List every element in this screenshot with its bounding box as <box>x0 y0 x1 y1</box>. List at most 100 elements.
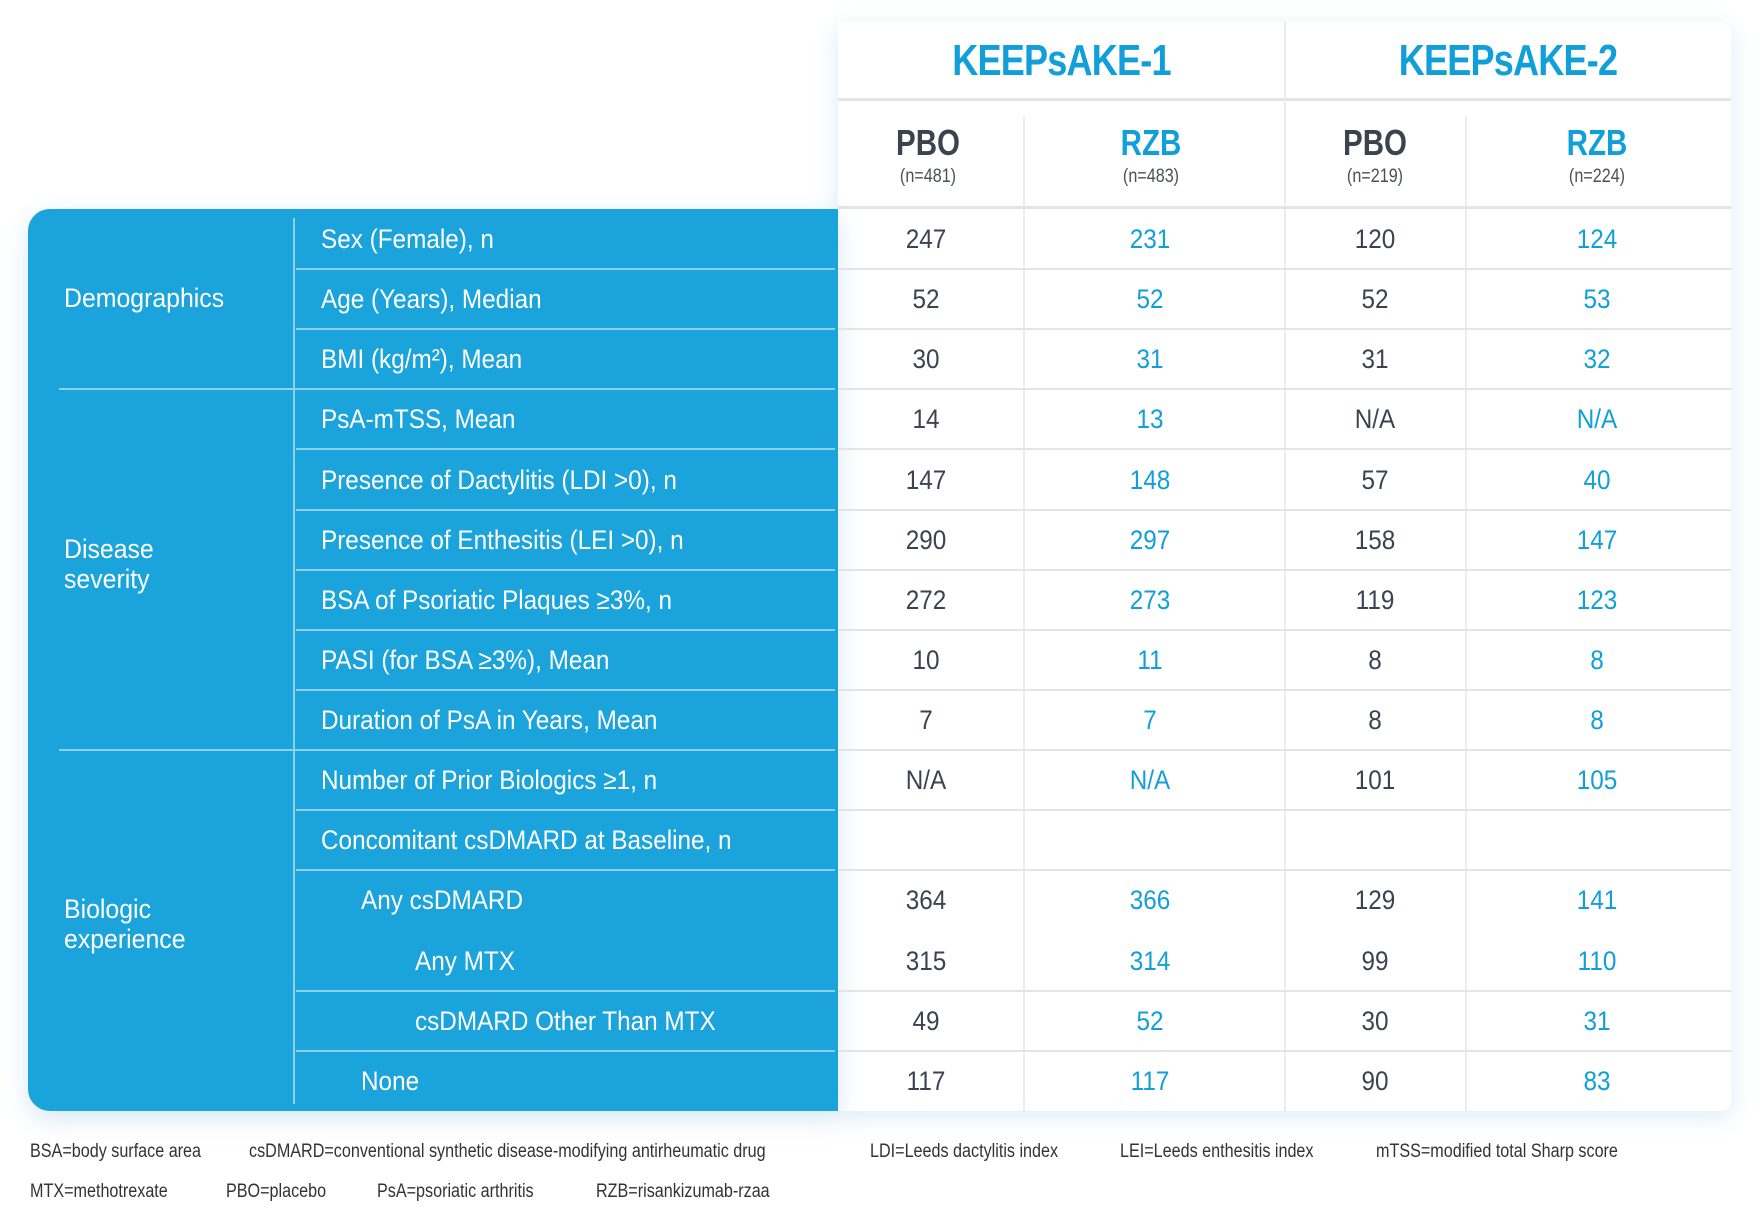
cell-rzb: 52 <box>1136 284 1164 315</box>
group-label-biologic-experience: Biologic experience <box>64 894 186 954</box>
table-row: None 117 117 90 83 <box>0 1051 1760 1111</box>
row-label: PASI (for BSA ≥3%), Mean <box>321 644 610 675</box>
row-label: Any MTX <box>415 945 515 976</box>
cell-rzb: 7 <box>1143 705 1157 736</box>
cell-pbo: 120 <box>1354 224 1396 254</box>
divider <box>838 206 1731 209</box>
row-divider <box>838 628 1731 631</box>
table-row: Duration of PsA in Years, Mean 7 7 8 8 <box>0 690 1760 752</box>
row-divider <box>838 809 1731 812</box>
cell-rzb: 8 <box>1590 705 1604 736</box>
cell-pbo: 101 <box>1354 765 1396 796</box>
cell-rzb: 117 <box>1130 1065 1170 1096</box>
cell-pbo: 247 <box>905 224 947 254</box>
row-label: Age (Years), Median <box>321 284 542 315</box>
table-row: PASI (for BSA ≥3%), Mean 10 11 8 8 <box>0 630 1760 691</box>
arm-n: (n=219) <box>1346 166 1404 187</box>
characteristics-panel <box>28 209 838 1111</box>
study-header-keepsake-2: KEEPsAKE-2 <box>1398 35 1618 85</box>
row-divider <box>59 749 835 752</box>
cell-rzb: 297 <box>1129 524 1171 555</box>
footnote: LEI=Leeds enthesitis index <box>1120 1141 1314 1162</box>
row-divider <box>838 989 1731 992</box>
cell-rzb: 83 <box>1583 1065 1611 1096</box>
divider <box>1023 116 1025 1111</box>
footnote: csDMARD=conventional synthetic disease-m… <box>249 1141 766 1162</box>
row-divider <box>838 508 1731 511</box>
row-divider <box>296 869 835 872</box>
row-divider <box>296 568 835 571</box>
row-label: Duration of PsA in Years, Mean <box>321 705 658 736</box>
cell-rzb: N/A <box>1576 404 1618 435</box>
cell-rzb: 40 <box>1583 464 1611 495</box>
cell-pbo: N/A <box>1354 404 1396 435</box>
row-divider <box>838 448 1731 451</box>
cell-pbo: 8 <box>1368 705 1382 736</box>
cell-pbo <box>1303 810 1447 870</box>
footnote: LDI=Leeds dactylitis index <box>870 1141 1059 1162</box>
cell-rzb: 273 <box>1129 584 1171 615</box>
table-row: Concomitant csDMARD at Baseline, n <box>0 810 1760 872</box>
arm-n: (n=224) <box>1568 166 1626 187</box>
row-divider <box>838 688 1731 691</box>
cell-pbo: 52 <box>1361 284 1389 315</box>
cell-pbo <box>854 810 998 870</box>
arm-label: PBO <box>1343 122 1407 163</box>
arm-header-pbo-1: PBO (n=481) <box>838 122 1018 188</box>
panel-divider <box>293 218 295 1104</box>
row-label: PsA-mTSS, Mean <box>321 404 516 435</box>
row-divider <box>838 1049 1731 1052</box>
cell-rzb: 31 <box>1583 1005 1611 1036</box>
cell-rzb: 314 <box>1129 945 1171 976</box>
row-divider <box>838 268 1731 270</box>
cell-rzb: 148 <box>1129 464 1171 495</box>
cell-pbo: N/A <box>905 765 947 796</box>
row-divider <box>838 869 1731 872</box>
row-divider <box>296 328 835 331</box>
arm-header-rzb-1: RZB (n=483) <box>1061 122 1241 188</box>
cell-pbo: 99 <box>1361 945 1389 976</box>
row-label: BSA of Psoriatic Plaques ≥3%, n <box>321 584 673 615</box>
cell-rzb: N/A <box>1129 765 1171 796</box>
footnote: PBO=placebo <box>226 1181 327 1202</box>
arm-n: (n=483) <box>1122 166 1180 187</box>
row-divider <box>838 328 1731 331</box>
row-label: Presence of Dactylitis (LDI >0), n <box>321 464 677 495</box>
cell-pbo: 315 <box>905 945 947 976</box>
row-divider <box>838 749 1731 752</box>
divider <box>1465 116 1467 1111</box>
footnote: MTX=methotrexate <box>30 1181 168 1202</box>
cell-rzb: 52 <box>1136 1005 1164 1036</box>
cell-rzb: 123 <box>1576 584 1618 615</box>
row-label: Presence of Enthesitis (LEI >0), n <box>321 524 684 555</box>
cell-pbo: 30 <box>912 344 940 375</box>
cell-pbo: 52 <box>912 284 940 315</box>
study-header-keepsake-1: KEEPsAKE-1 <box>952 35 1171 85</box>
table-row: BMI (kg/m²), Mean 30 31 31 32 <box>0 329 1760 391</box>
cell-pbo: 10 <box>912 644 940 675</box>
cell-rzb: 105 <box>1576 765 1618 796</box>
cell-rzb: 110 <box>1577 945 1617 976</box>
cell-pbo: 7 <box>919 705 933 736</box>
cell-pbo: 49 <box>912 1005 940 1036</box>
row-divider <box>296 628 835 631</box>
footnote: mTSS=modified total Sharp score <box>1376 1141 1618 1162</box>
row-divider <box>296 268 835 270</box>
row-label: None <box>361 1065 420 1096</box>
cell-pbo: 129 <box>1354 885 1396 916</box>
cell-rzb: 13 <box>1136 404 1164 435</box>
cell-pbo: 117 <box>906 1065 946 1096</box>
cell-pbo: 290 <box>905 524 947 555</box>
row-divider <box>296 688 835 691</box>
row-label: Concomitant csDMARD at Baseline, n <box>321 825 732 856</box>
table-row: Any csDMARD 364 366 129 141 <box>0 870 1760 930</box>
cell-rzb: 31 <box>1136 344 1164 375</box>
divider <box>1284 22 1286 1111</box>
row-divider <box>296 989 835 992</box>
row-divider <box>296 508 835 511</box>
cell-rzb: 53 <box>1583 284 1611 315</box>
table-row: Presence of Dactylitis (LDI >0), n 147 148… <box>0 450 1760 511</box>
table-row: Any MTX 315 314 99 110 <box>0 931 1760 992</box>
row-label: Any csDMARD <box>361 885 524 916</box>
table-row: csDMARD Other Than MTX 49 52 30 31 <box>0 991 1760 1052</box>
